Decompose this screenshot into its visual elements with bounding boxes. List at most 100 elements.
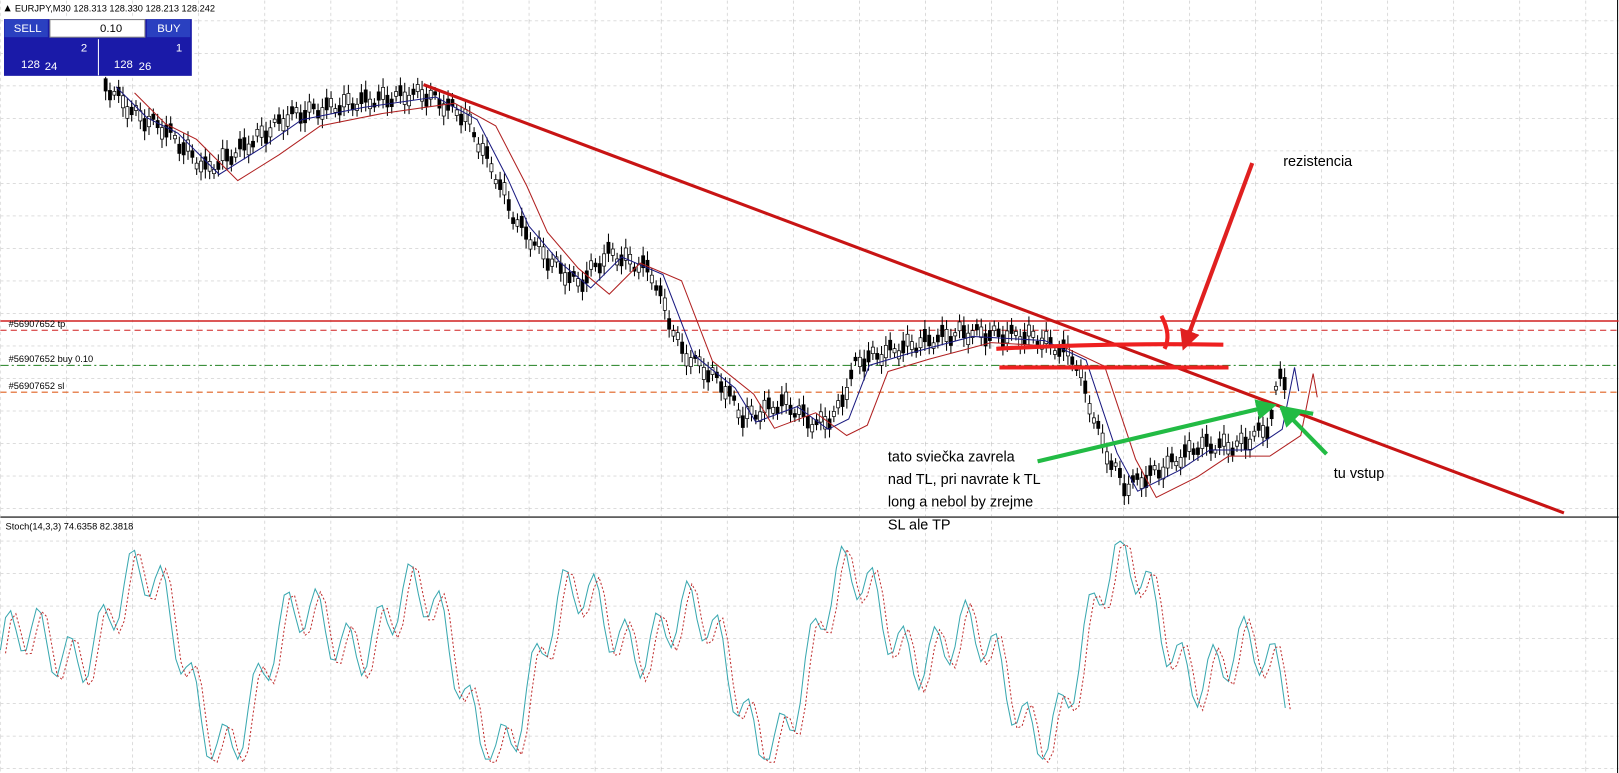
candle <box>1261 425 1265 438</box>
candle <box>983 333 988 347</box>
candle <box>914 347 919 353</box>
candle <box>437 98 442 109</box>
sell-button[interactable] <box>4 19 48 38</box>
candle <box>168 123 173 133</box>
candle <box>597 263 602 274</box>
candle <box>515 219 520 227</box>
candle <box>108 90 112 101</box>
arrow <box>1279 405 1329 456</box>
candle <box>459 113 463 126</box>
candle <box>870 346 875 355</box>
candle <box>194 162 199 170</box>
candle <box>541 246 546 260</box>
candle <box>896 350 901 360</box>
candle <box>524 226 529 240</box>
candle <box>1100 432 1105 445</box>
candle <box>467 113 472 125</box>
candle <box>259 125 264 138</box>
candle <box>576 278 581 287</box>
candle <box>736 409 741 419</box>
candle <box>519 215 524 228</box>
candle <box>727 385 732 397</box>
candle <box>472 132 476 138</box>
candle <box>307 101 312 113</box>
annotation: SL ale TP <box>888 517 951 533</box>
arrow <box>1279 405 1314 416</box>
sub-grid <box>0 519 1619 773</box>
candle <box>294 107 299 114</box>
candle <box>1174 461 1179 467</box>
candle <box>1187 440 1192 452</box>
candle <box>411 88 416 95</box>
candle <box>628 254 633 265</box>
buy-label: BUY <box>157 23 181 35</box>
candle <box>1204 433 1209 447</box>
candle <box>545 258 550 271</box>
candle <box>957 321 962 332</box>
candle <box>125 106 130 119</box>
price-prefix: 128 <box>21 59 40 71</box>
candle <box>398 85 403 97</box>
candle <box>823 416 828 430</box>
candle <box>368 98 372 110</box>
lot-input[interactable] <box>49 19 146 38</box>
candle <box>753 414 758 420</box>
candle <box>359 92 364 105</box>
candle <box>511 217 516 224</box>
candle <box>688 357 693 367</box>
annotation: tu vstup <box>1334 466 1385 482</box>
candle <box>701 366 706 380</box>
candle <box>225 148 229 162</box>
candle <box>935 334 940 343</box>
candle <box>285 114 290 127</box>
candle <box>272 118 277 123</box>
candle <box>324 97 329 111</box>
candle <box>112 91 117 96</box>
price-sup: 2 <box>81 43 87 55</box>
candle <box>1070 356 1075 365</box>
candle <box>844 387 849 400</box>
candle <box>129 106 134 116</box>
candle <box>151 113 156 120</box>
icon <box>4 5 11 12</box>
candle <box>905 333 910 347</box>
candle <box>970 330 975 338</box>
candle <box>1018 336 1023 347</box>
candle <box>558 262 563 274</box>
trendline <box>422 83 1565 515</box>
main-grid <box>0 0 1619 517</box>
candle <box>493 179 498 185</box>
candle <box>766 397 771 410</box>
annotation: rezistencia <box>1283 154 1353 170</box>
candle <box>1235 440 1239 447</box>
candle <box>580 279 585 292</box>
candle <box>242 137 247 151</box>
ma-slow <box>134 92 1318 499</box>
candle <box>1230 447 1235 456</box>
candle <box>498 179 503 190</box>
buy-button[interactable] <box>146 19 191 38</box>
candle <box>424 93 429 107</box>
candle <box>1274 385 1278 391</box>
candle <box>1226 442 1231 455</box>
candle <box>402 91 407 105</box>
candle <box>277 114 281 124</box>
candle <box>1269 409 1274 420</box>
candle <box>1109 460 1114 470</box>
candle <box>1013 331 1018 336</box>
candle <box>173 135 177 140</box>
candle <box>775 406 780 414</box>
stoch-signal <box>5 543 1291 764</box>
candle <box>298 112 303 124</box>
candle <box>320 107 325 120</box>
candle <box>190 150 195 158</box>
candle <box>684 353 689 367</box>
candle <box>281 118 286 132</box>
annotation: tato sviečka zavrela <box>888 449 1016 465</box>
candle <box>840 394 845 407</box>
candle <box>233 152 238 158</box>
candle <box>1196 447 1200 455</box>
candle <box>342 94 346 108</box>
candle <box>966 332 971 345</box>
candle <box>147 115 151 128</box>
